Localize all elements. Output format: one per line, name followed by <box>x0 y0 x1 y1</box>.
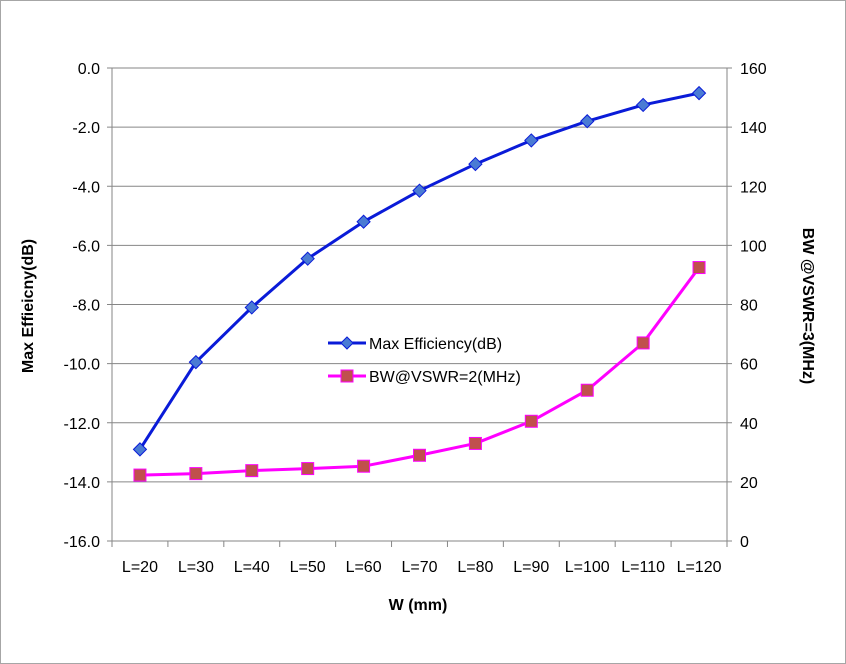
left-tick-label: -12.0 <box>64 416 101 433</box>
x-axis-title: W (mm) <box>389 597 448 614</box>
series-layer <box>132 85 707 482</box>
data-point-max-efficiency <box>188 354 204 370</box>
data-point-bw <box>245 464 259 478</box>
data-point-bw <box>357 459 371 473</box>
x-tick-label: L=60 <box>346 559 382 576</box>
x-tick-label: L=100 <box>565 559 610 576</box>
legend-marker-bw <box>340 369 354 383</box>
right-tick-label: 60 <box>740 357 758 374</box>
left-tick-label: -8.0 <box>72 298 100 315</box>
left-axis-title: Max Effieicny(dB) <box>20 239 37 373</box>
x-tick-label: L=90 <box>513 559 549 576</box>
gridlines <box>112 67 727 542</box>
right-tick-label: 120 <box>740 179 767 196</box>
x-tick-label: L=70 <box>401 559 437 576</box>
legend-label-bw: BW@VSWR=2(MHz) <box>369 369 521 386</box>
right-tick-label: 40 <box>740 416 758 433</box>
x-tick-label: L=80 <box>457 559 493 576</box>
x-tick-label: L=30 <box>178 559 214 576</box>
left-tick-label: 0.0 <box>78 61 100 78</box>
data-point-max-efficiency <box>132 442 148 457</box>
right-tick-label: 140 <box>740 120 767 137</box>
right-tick-label: 80 <box>740 298 758 315</box>
legend-item-max-efficiency: Max Efficiency(dB) <box>328 336 502 353</box>
data-point-bw <box>189 467 203 481</box>
data-point-bw <box>692 261 706 275</box>
data-point-max-efficiency <box>300 251 315 266</box>
data-point-bw <box>301 462 315 476</box>
data-point-max-efficiency <box>691 85 707 101</box>
data-point-max-efficiency <box>468 156 483 172</box>
data-point-max-efficiency <box>356 214 371 229</box>
x-tick-label: L=120 <box>677 559 722 576</box>
data-point-max-efficiency <box>244 300 259 315</box>
axes <box>107 67 732 547</box>
data-point-bw <box>524 414 538 428</box>
legend-item-bw: BW@VSWR=2(MHz) <box>328 369 521 386</box>
x-tick-label: L=50 <box>290 559 326 576</box>
left-tick-label: -4.0 <box>72 179 100 196</box>
right-axis-title: BW @VSWR=3(MHz) <box>799 228 816 384</box>
data-point-bw <box>468 436 482 450</box>
left-tick-label: -2.0 <box>72 120 100 137</box>
legend-label-max-efficiency: Max Efficiency(dB) <box>369 336 502 353</box>
data-point-max-efficiency <box>580 114 595 129</box>
data-point-bw <box>636 336 650 350</box>
left-tick-label: -6.0 <box>72 238 100 255</box>
data-point-max-efficiency <box>412 183 427 198</box>
data-point-max-efficiency <box>524 133 539 148</box>
data-point-bw <box>580 383 594 397</box>
series-line-max-efficiency <box>138 91 700 451</box>
right-tick-label: 0 <box>740 534 749 551</box>
x-tick-label: L=40 <box>234 559 270 576</box>
data-point-max-efficiency <box>635 97 651 113</box>
data-point-bw <box>413 448 426 462</box>
left-tick-label: -16.0 <box>64 534 101 551</box>
left-tick-label: -14.0 <box>64 475 101 492</box>
legend: Max Efficiency(dB) BW@VSWR=2(MHz) <box>328 336 521 386</box>
left-tick-label: -10.0 <box>64 357 101 374</box>
right-tick-label: 100 <box>740 238 767 255</box>
right-tick-label: 20 <box>740 475 758 492</box>
right-tick-label: 160 <box>740 61 767 78</box>
legend-marker-max-efficiency <box>340 336 354 350</box>
data-point-bw <box>133 468 147 482</box>
tick-labels: 0.0 160 -2.0 140 -4.0 120 -6.0 100 -8.0 80 -10.0 60… <box>64 61 767 576</box>
x-tick-label: L=110 <box>621 559 665 576</box>
x-tick-label: L=20 <box>122 559 158 576</box>
